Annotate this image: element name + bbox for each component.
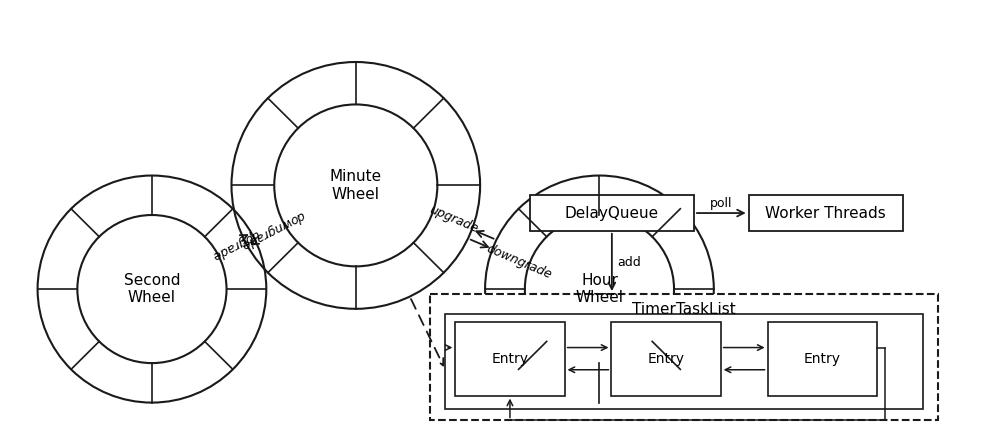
- FancyBboxPatch shape: [445, 314, 923, 408]
- Text: DelayQueue: DelayQueue: [565, 206, 659, 220]
- FancyBboxPatch shape: [530, 195, 694, 231]
- Text: Second
Wheel: Second Wheel: [124, 273, 180, 305]
- FancyBboxPatch shape: [768, 322, 877, 396]
- FancyBboxPatch shape: [455, 322, 565, 396]
- FancyBboxPatch shape: [611, 322, 721, 396]
- Text: upgrade: upgrade: [209, 227, 261, 263]
- FancyBboxPatch shape: [749, 195, 903, 231]
- Text: upgrade: upgrade: [427, 204, 480, 236]
- Text: Entry: Entry: [804, 352, 841, 366]
- Text: TimerTaskList: TimerTaskList: [632, 302, 736, 317]
- Text: Entry: Entry: [491, 352, 528, 366]
- Text: add: add: [617, 256, 641, 269]
- Text: Minute
Wheel: Minute Wheel: [330, 169, 382, 202]
- Text: Worker Threads: Worker Threads: [765, 206, 886, 220]
- Text: poll: poll: [710, 197, 733, 210]
- Text: Hour
Wheel: Hour Wheel: [575, 273, 623, 305]
- Text: downgrade: downgrade: [484, 243, 553, 282]
- Text: Entry: Entry: [648, 352, 685, 366]
- Text: downgrade: downgrade: [238, 208, 306, 252]
- FancyBboxPatch shape: [430, 294, 938, 421]
